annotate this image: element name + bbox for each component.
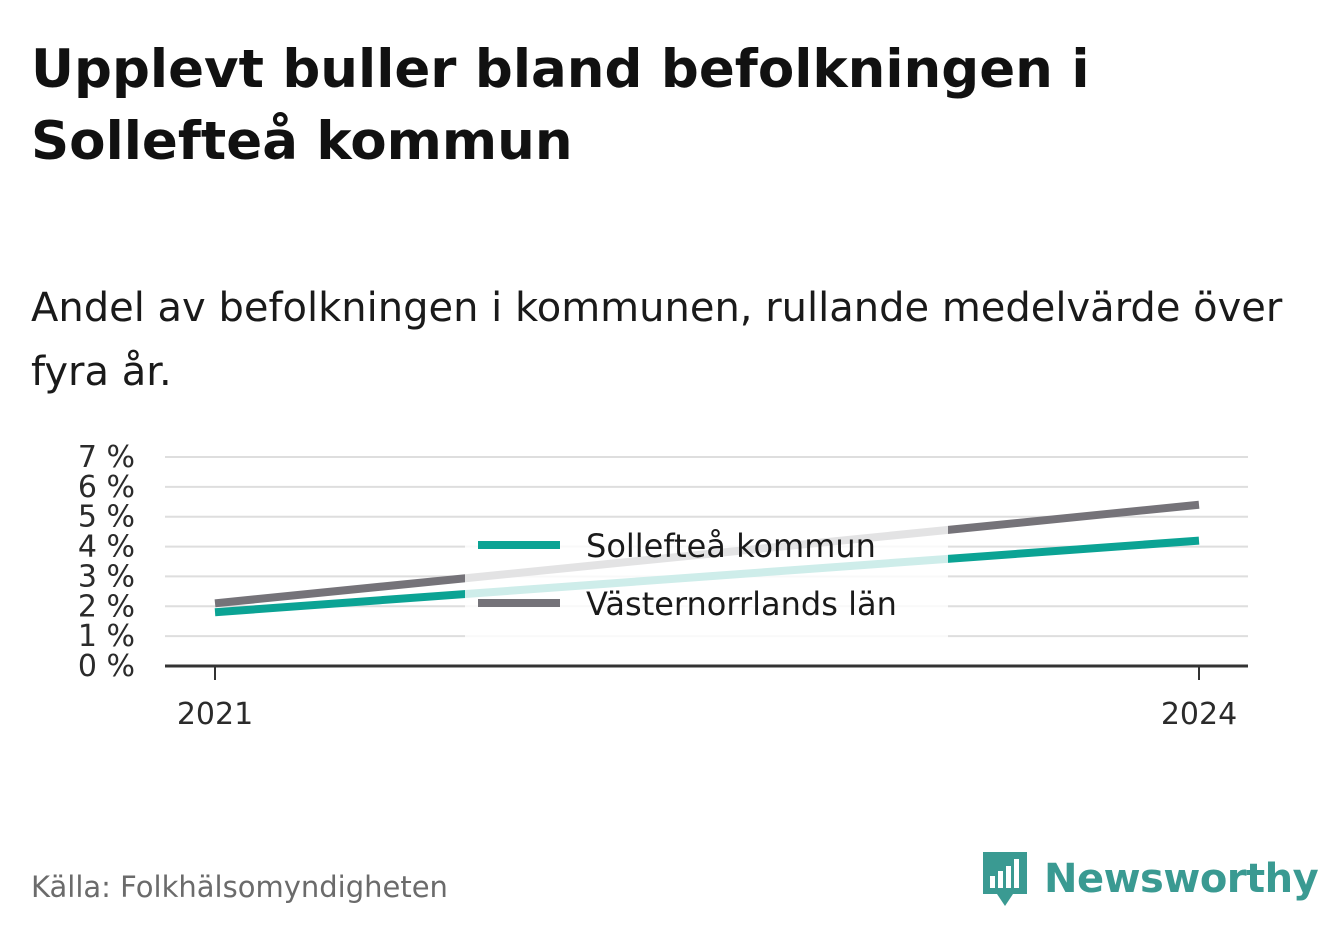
chart-subtitle: Andel av befolkningen i kommunen, rullan… — [31, 285, 1283, 395]
y-tick-label: 1 % — [78, 619, 135, 654]
y-tick-label: 7 % — [78, 440, 135, 475]
legend-label: Sollefteå kommun — [586, 527, 876, 565]
y-tick-label: 0 % — [78, 649, 135, 684]
brand-name: Newsworthy — [1044, 856, 1319, 902]
chart-title: Upplevt buller bland befolkningen i Soll… — [31, 39, 1090, 172]
legend-label: Västernorrlands län — [586, 585, 897, 623]
y-tick-label: 6 % — [78, 470, 135, 505]
source-note: Källa: Folkhälsomyndigheten — [31, 870, 448, 904]
newsworthy-logo-icon — [983, 852, 1027, 906]
brand-logo: Newsworthy — [980, 848, 1319, 910]
y-tick-label: 3 % — [78, 559, 135, 594]
legend-background — [465, 518, 948, 640]
line-chart: 0 %1 %2 %3 %4 %5 %6 %7 % 2021 2024 Sollef… — [78, 440, 1248, 732]
y-tick-label: 5 % — [78, 500, 135, 535]
x-tick-label: 2021 — [177, 697, 253, 732]
y-tick-label: 4 % — [78, 530, 135, 565]
x-axis-ticks: 2021 2024 — [177, 666, 1237, 732]
legend: Sollefteå kommun Västernorrlands län — [465, 518, 948, 640]
y-axis-ticks: 0 %1 %2 %3 %4 %5 %6 %7 % — [78, 440, 135, 684]
x-tick-label: 2024 — [1161, 697, 1237, 732]
y-tick-label: 2 % — [78, 589, 135, 624]
